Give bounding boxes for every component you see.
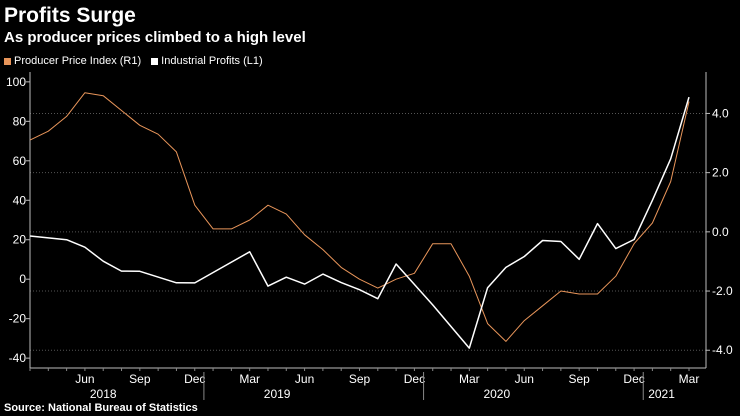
chart-subtitle: As producer prices climbed to a high lev… — [4, 29, 306, 46]
legend-swatch-profits — [151, 57, 159, 65]
x-year-label: 2018 — [90, 387, 117, 401]
left-tick-label: 80 — [13, 114, 27, 128]
x-month-label: Jun — [515, 372, 534, 386]
x-month-label: Sep — [349, 372, 371, 386]
x-year-label: 2020 — [483, 387, 510, 401]
source-note: Source: National Bureau of Statistics — [4, 402, 198, 414]
series-layer — [29, 92, 690, 349]
chart-legend: Producer Price Index (R1) Industrial Pro… — [4, 55, 263, 67]
series-line-ppi — [29, 92, 690, 342]
legend-label-ppi: Producer Price Index (R1) — [14, 55, 142, 67]
right-tick-label: 2.0 — [712, 166, 729, 180]
axis-layer: 100 80 60 40 20 0 -20 -40 4.0 2.0 0.0 -2.0 -4.0 Jun Se… — [6, 72, 733, 401]
left-tick-label: -40 — [9, 351, 27, 365]
series-line-profits — [29, 96, 690, 349]
x-month-label: Mar — [679, 372, 700, 386]
right-tick-label: 4.0 — [712, 106, 729, 120]
x-month-label: Dec — [404, 372, 425, 386]
x-month-label: Jun — [75, 372, 94, 386]
chart-title: Profits Surge — [4, 4, 136, 27]
left-tick-label: 60 — [13, 154, 27, 168]
legend-item-profits: Industrial Profits (L1) — [151, 55, 263, 67]
right-tick-label: -4.0 — [712, 343, 733, 357]
x-year-label: 2019 — [264, 387, 291, 401]
legend-item-ppi: Producer Price Index (R1) — [4, 55, 141, 67]
x-month-label: Mar — [459, 372, 480, 386]
left-tick-label: 40 — [13, 193, 27, 207]
legend-swatch-ppi — [4, 57, 11, 65]
legend-label-profits: Industrial Profits (L1) — [161, 55, 263, 67]
x-month-label: Mar — [239, 372, 260, 386]
right-tick-label: 0.0 — [712, 225, 729, 239]
x-month-label: Sep — [568, 372, 590, 386]
grid-layer — [30, 112, 706, 351]
left-tick-label: 20 — [13, 233, 27, 247]
left-tick-label: 0 — [19, 272, 26, 286]
x-month-label: Dec — [184, 372, 205, 386]
x-month-label: Jun — [295, 372, 314, 386]
x-month-label: Dec — [623, 372, 644, 386]
x-month-label: Sep — [129, 372, 151, 386]
left-tick-label: 100 — [6, 75, 26, 89]
x-year-label: 2021 — [648, 387, 675, 401]
right-tick-label: -2.0 — [712, 284, 733, 298]
left-tick-label: -20 — [9, 312, 27, 326]
